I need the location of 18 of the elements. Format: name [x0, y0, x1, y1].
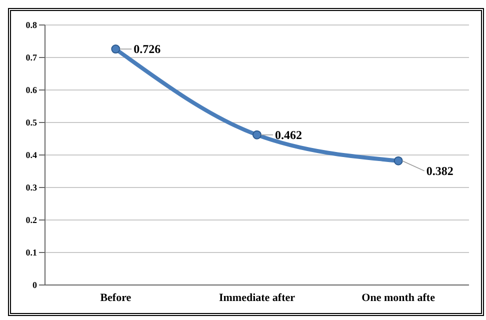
y-tick-label: 0.5	[26, 118, 38, 128]
y-tick-label: 0.3	[26, 182, 38, 193]
y-tick-label: 0.2	[26, 215, 38, 226]
y-tick-label: 0.6	[26, 85, 38, 96]
x-tick-label: Immediate after	[218, 292, 296, 304]
y-tick-label: 0.8	[26, 20, 38, 30]
point	[394, 156, 403, 166]
data-label: 0.726	[134, 42, 161, 56]
y-tick-label: 0.7	[26, 52, 38, 63]
x-tick-label: Before	[100, 292, 132, 304]
point	[111, 44, 120, 54]
point	[252, 130, 262, 140]
data-label: 0.382	[426, 164, 454, 178]
y-tick-label: 0.1	[26, 248, 38, 258]
data-label: 0.462	[275, 128, 302, 142]
x-tick-label: One month afte	[362, 292, 436, 304]
y-tick-label: 0	[32, 280, 38, 290]
y-tick-label: 0.4	[26, 150, 38, 160]
